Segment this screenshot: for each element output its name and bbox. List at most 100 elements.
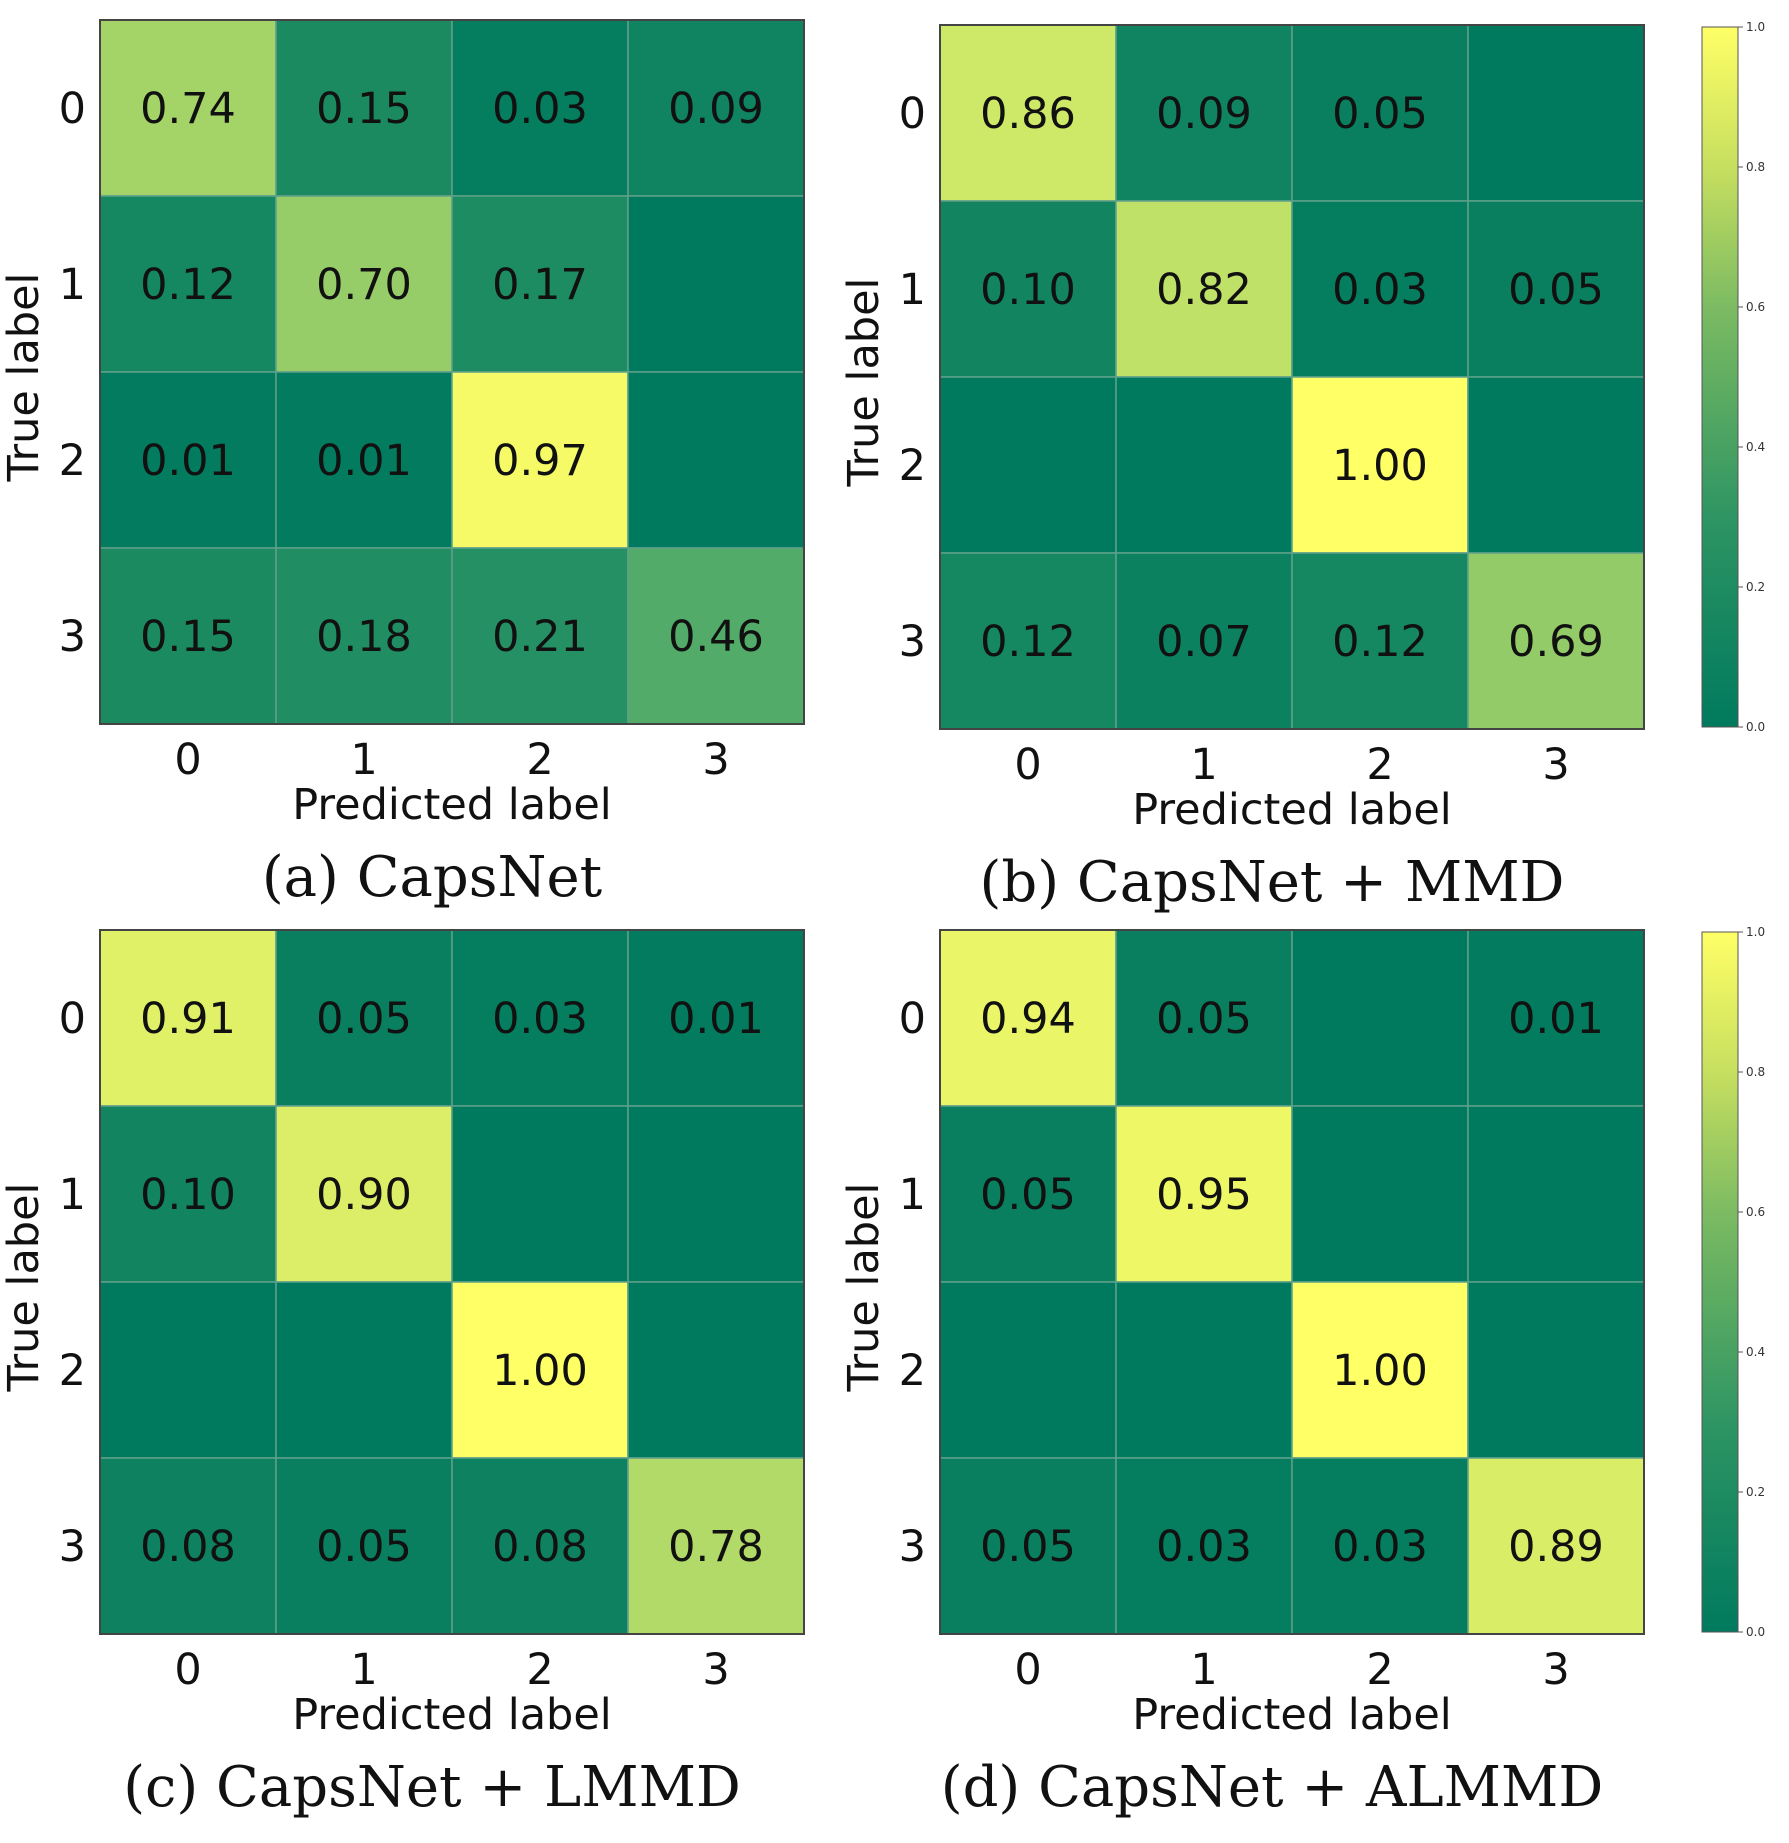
plot-frame	[939, 929, 1645, 1635]
heatmap-cell	[1115, 1105, 1293, 1283]
heatmap-cell	[1467, 929, 1645, 1107]
heatmap-cell	[1467, 376, 1645, 554]
cell-value-label: 0.70	[316, 260, 412, 310]
panel-caption: (b) CapsNet + MMD	[980, 850, 1565, 915]
heatmap-cell	[275, 19, 453, 197]
heatmap-cell	[939, 376, 1117, 554]
y-tick-label: 2	[899, 441, 926, 491]
cell-value-label: 0.89	[1508, 1522, 1604, 1572]
heatmap-cell	[275, 1281, 453, 1459]
cell-value-label: 0.15	[316, 84, 412, 134]
cell-value-label: 0.82	[1156, 265, 1252, 315]
x-tick-label: 3	[1542, 740, 1569, 790]
y-tick-label: 0	[899, 89, 926, 139]
colorbar-tick-label: 1.0	[1746, 925, 1765, 939]
colorbar-tick-label: 0.8	[1746, 160, 1765, 174]
colorbar-tick-label: 0.6	[1746, 300, 1765, 314]
cell-value-label: 0.07	[1156, 617, 1252, 667]
x-axis-label: Predicted label	[1132, 785, 1452, 835]
x-tick-label: 1	[350, 1645, 377, 1695]
heatmap-cell	[939, 24, 1117, 202]
y-tick-label: 3	[59, 612, 86, 662]
confusion-matrix-panel: 0.91 0.05 0.03 0.01 0.10 0.90 1.00 0.08 0.05 0.08…	[0, 929, 805, 1820]
cell-value-label: 0.09	[668, 84, 764, 134]
plot-frame	[99, 19, 805, 725]
colorbar-tick-label: 0.4	[1746, 1345, 1765, 1359]
cell-value-label: 0.15	[140, 612, 236, 662]
cell-value-label: 0.18	[316, 612, 412, 662]
cell-value-label: 0.95	[1156, 1170, 1252, 1220]
y-axis-label: True label	[0, 1183, 49, 1393]
colorbar-tick-label: 0.6	[1746, 1205, 1765, 1219]
cell-value-label: 0.69	[1508, 617, 1604, 667]
y-tick-label: 1	[899, 1170, 926, 1220]
cell-value-label: 0.05	[1508, 265, 1604, 315]
heatmap-cell	[451, 1105, 629, 1283]
heatmap-cell	[99, 371, 277, 549]
cell-value-label: 0.01	[668, 994, 764, 1044]
cell-value-label: 0.03	[1156, 1522, 1252, 1572]
cell-value-label: 0.10	[140, 1170, 236, 1220]
x-tick-label: 2	[1366, 1645, 1393, 1695]
x-tick-label: 0	[174, 735, 201, 785]
y-axis-label: True label	[839, 1183, 889, 1393]
cell-value-label: 0.86	[980, 89, 1076, 139]
cell-value-label: 0.12	[1332, 617, 1428, 667]
heatmap-cell	[275, 547, 453, 725]
cell-value-label: 0.91	[140, 994, 236, 1044]
cell-value-label: 1.00	[1332, 1346, 1428, 1396]
cell-value-label: 1.00	[1332, 441, 1428, 491]
heatmap-cell	[1291, 1105, 1469, 1283]
cell-value-label: 0.74	[140, 84, 236, 134]
colorbar-tick-label: 0.8	[1746, 1065, 1765, 1079]
colorbar-gradient	[1701, 931, 1739, 1633]
heatmap-cell	[1115, 552, 1293, 730]
heatmap-cell	[627, 195, 805, 373]
heatmap-cell	[99, 929, 277, 1107]
heatmap-cell	[99, 1281, 277, 1459]
heatmap-cell	[627, 547, 805, 725]
heatmap-cell	[627, 1105, 805, 1283]
cell-value-label: 0.94	[980, 994, 1076, 1044]
cell-value-label: 0.08	[492, 1522, 588, 1572]
cell-value-label: 0.05	[316, 1522, 412, 1572]
heatmap-cell	[1467, 1105, 1645, 1283]
x-tick-label: 2	[1366, 740, 1393, 790]
heatmap-cell	[99, 1457, 277, 1635]
cell-value-label: 0.05	[1332, 89, 1428, 139]
colorbar-gradient	[1701, 26, 1739, 728]
colorbar-tick-label: 0.2	[1746, 580, 1765, 594]
cell-value-label: 0.01	[316, 436, 412, 486]
heatmap-cell	[1115, 376, 1293, 554]
confusion-matrix-panel: 0.74 0.15 0.03 0.09 0.12 0.70 0.17 0.01 0.01 0.97…	[0, 19, 805, 910]
heatmap-cell	[99, 195, 277, 373]
panel-caption: (c) CapsNet + LMMD	[123, 1755, 741, 1820]
plot-frame	[99, 929, 805, 1635]
x-tick-label: 1	[1190, 740, 1217, 790]
panel-caption: (a) CapsNet	[262, 845, 603, 910]
x-tick-label: 0	[1014, 740, 1041, 790]
cell-value-label: 0.08	[140, 1522, 236, 1572]
y-tick-label: 2	[59, 436, 86, 486]
heatmap-cell	[451, 547, 629, 725]
cell-value-label: 0.05	[980, 1522, 1076, 1572]
y-tick-label: 0	[59, 84, 86, 134]
y-axis-label: True label	[0, 273, 49, 483]
x-axis-label: Predicted label	[292, 780, 612, 830]
cell-value-label: 0.12	[140, 260, 236, 310]
heatmap-cell	[275, 1457, 453, 1635]
colorbar-tick-label: 0.2	[1746, 1485, 1765, 1499]
cell-value-label: 0.03	[1332, 1522, 1428, 1572]
heatmap-cell	[1467, 552, 1645, 730]
heatmap-cell	[1291, 376, 1469, 554]
x-tick-label: 3	[702, 735, 729, 785]
heatmap-cell	[627, 19, 805, 197]
x-tick-label: 2	[526, 1645, 553, 1695]
heatmap-cell	[627, 1457, 805, 1635]
cell-value-label: 0.05	[316, 994, 412, 1044]
cell-value-label: 0.12	[980, 617, 1076, 667]
heatmap-cell	[1467, 200, 1645, 378]
y-tick-label: 3	[899, 1522, 926, 1572]
cell-value-label: 0.78	[668, 1522, 764, 1572]
x-axis-label: Predicted label	[1132, 1690, 1452, 1740]
